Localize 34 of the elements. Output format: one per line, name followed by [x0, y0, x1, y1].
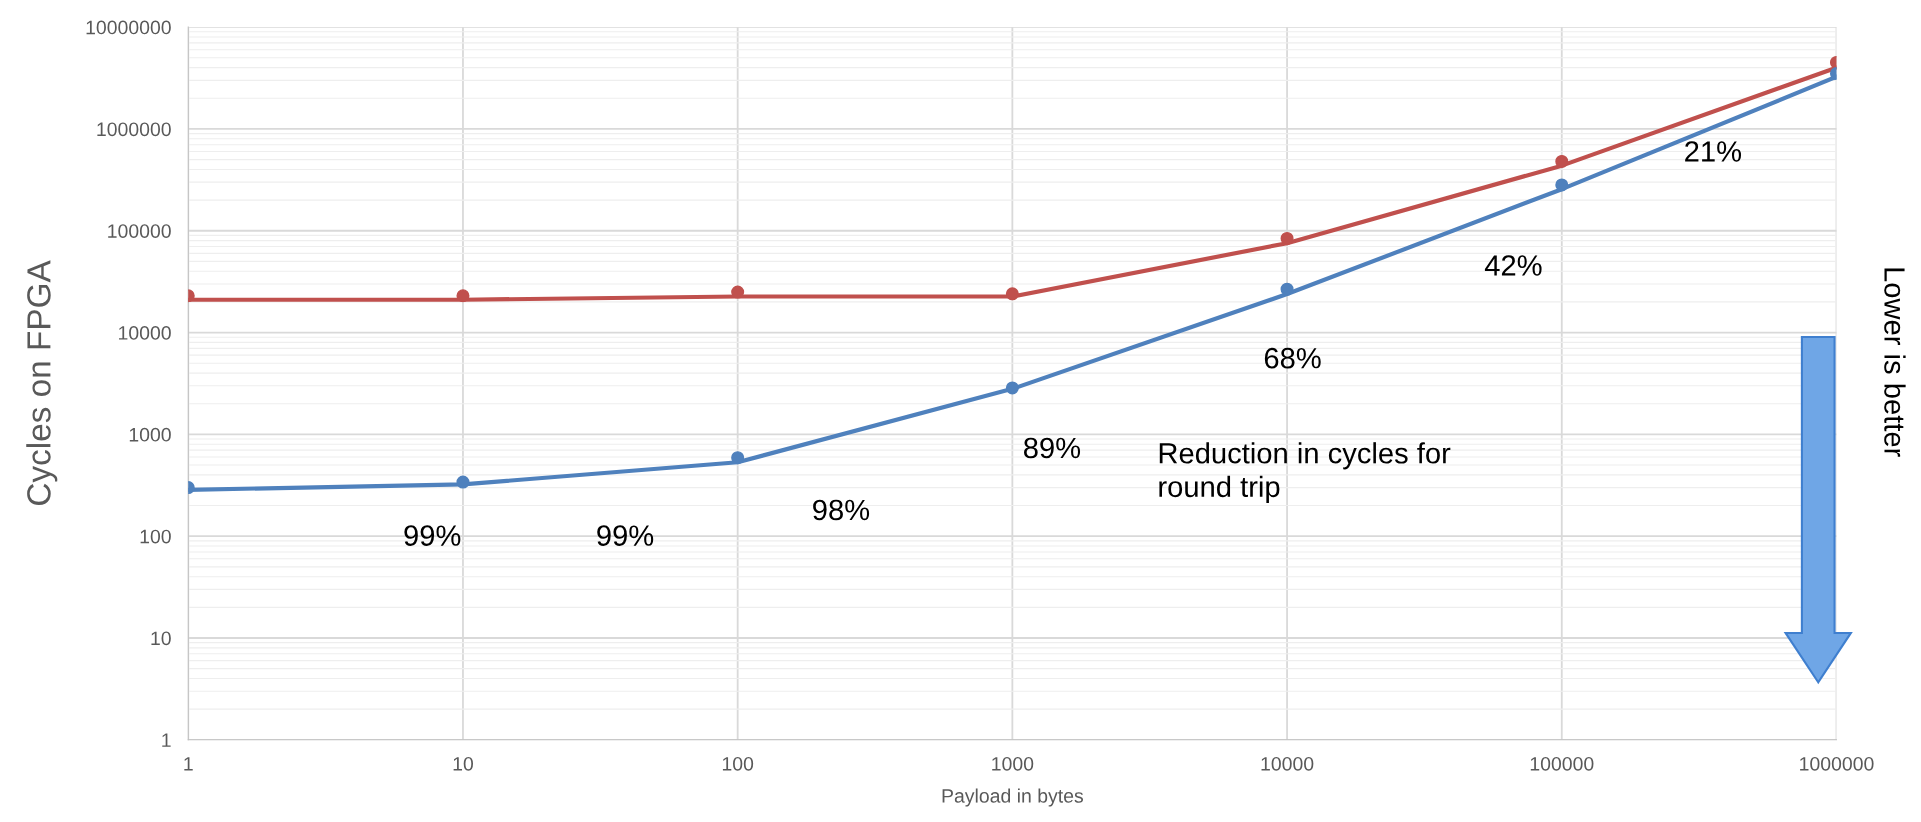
text: Lower is better	[1884, 268, 1906, 457]
annotation: 99%	[597, 525, 654, 546]
point	[1005, 381, 1019, 395]
annotation: 99%	[404, 525, 461, 546]
y-tick-label: 10000000	[86, 20, 171, 35]
y-tick-label: 1	[162, 733, 171, 747]
point	[731, 451, 745, 465]
point	[456, 475, 470, 489]
y-tick-label: 1000	[129, 427, 171, 442]
point	[1280, 231, 1294, 245]
x-tick-label: 10000	[1261, 756, 1314, 771]
x-tick-label: 100000	[1530, 756, 1594, 771]
x-axis-title: Payload in bytes	[942, 788, 1084, 807]
x-tick-label: 10	[453, 756, 474, 771]
y-tick-label: 10	[151, 631, 171, 646]
y-tick-label: 100000	[108, 224, 171, 238]
y-tick-label: 10000	[119, 326, 171, 340]
annotation: 42%	[1484, 255, 1542, 276]
annotation: 89%	[1024, 437, 1081, 459]
point	[731, 285, 745, 299]
annotation: 98%	[813, 499, 870, 521]
y-axis-title: Cycles on FPGA	[26, 260, 58, 505]
point	[1280, 282, 1294, 296]
point	[1005, 287, 1019, 301]
annotation: 68%	[1264, 347, 1321, 369]
annotation: Reduction in cycles for round trip	[1159, 442, 1451, 503]
x-tick-label: 1000	[992, 756, 1034, 771]
x-tick-label: 1	[184, 757, 193, 771]
annotation: 21%	[1685, 141, 1742, 162]
x-tick-label: 100	[722, 756, 754, 771]
x-tick-label: 1000000	[1800, 756, 1874, 771]
point	[456, 289, 470, 303]
y-tick-label: 1000000	[97, 122, 171, 137]
y-tick-label: 100	[140, 529, 171, 544]
